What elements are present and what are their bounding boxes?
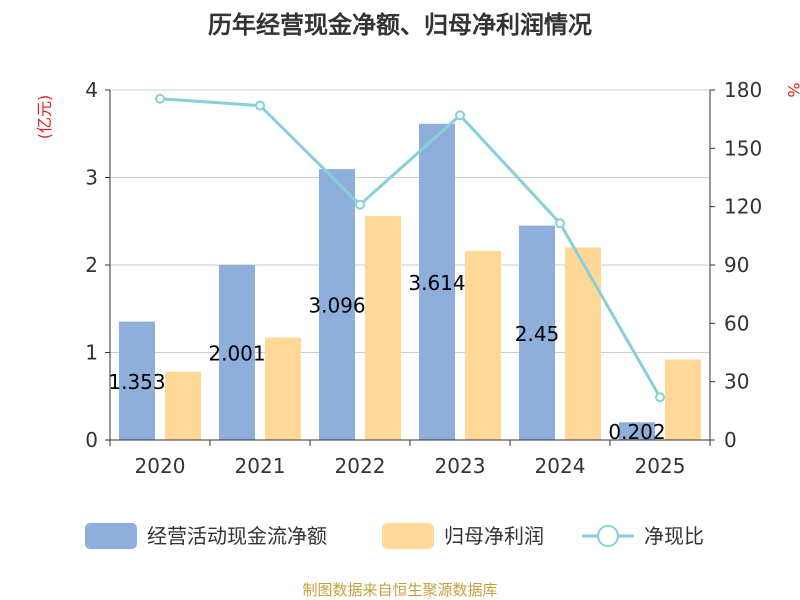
ratio-line — [155, 93, 665, 403]
bar-net-profit — [165, 371, 201, 440]
x-tick-label: 2023 — [435, 454, 486, 478]
bar-cash-flow — [319, 169, 355, 440]
legend-swatch-cash-flow — [85, 523, 137, 549]
legend-marker-ratio — [597, 525, 619, 547]
y-left-tick-label: 4 — [85, 78, 98, 102]
ratio-point — [455, 110, 465, 121]
x-tick-label: 2024 — [535, 454, 586, 478]
bar-value-label: 2.001 — [208, 341, 265, 365]
y-right-tick-label: 150 — [724, 136, 762, 160]
y-left-tick-label: 2 — [85, 253, 98, 277]
x-tick-label: 2020 — [135, 454, 186, 478]
legend-label-cash-flow: 经营活动现金流净额 — [147, 524, 327, 548]
ratio-point — [555, 218, 565, 229]
ratio-point — [655, 392, 665, 403]
y-left-tick-label: 3 — [85, 166, 98, 190]
bar-net-profit — [265, 337, 301, 440]
bar-cash-flow — [519, 225, 555, 440]
ratio-line-path — [159, 97, 662, 398]
y-left-tick-label: 0 — [85, 428, 98, 452]
bar-cash-flow — [219, 264, 255, 440]
y-right-tick-label: 60 — [724, 311, 749, 335]
bar-cash-flow — [419, 123, 455, 441]
y-right-tick-label: 90 — [724, 253, 749, 277]
y-axis-right-label: % — [784, 82, 800, 97]
y-axis-left-label: (亿元) — [35, 95, 54, 140]
legend: 经营活动现金流净额 归母净利润 净现比 — [85, 523, 704, 549]
bar-net-profit — [465, 251, 501, 440]
bar-value-label: 3.614 — [408, 271, 465, 295]
source-note: 制图数据来自恒生聚源数据库 — [302, 581, 497, 599]
bars — [119, 123, 701, 441]
bar-cash-flow — [619, 422, 655, 440]
y-right-tick-label: 30 — [724, 370, 749, 394]
bar-cash-flow — [119, 321, 155, 440]
bar-net-profit — [365, 216, 401, 440]
x-tick-label: 2021 — [235, 454, 286, 478]
bar-value-label: 1.353 — [108, 370, 165, 394]
bar-net-profit — [565, 247, 601, 440]
y-left-tick-label: 1 — [85, 341, 98, 365]
bar-value-label: 3.096 — [308, 294, 365, 318]
bar-net-profit — [665, 359, 701, 440]
y-right-tick-label: 120 — [724, 195, 762, 219]
axes: 0 1 2 3 4 0 30 60 90 120 150 180 2020 2021 2022 2023 202… — [85, 78, 762, 478]
grid-lines — [110, 89, 710, 353]
bar-value-label: 2.45 — [515, 322, 560, 346]
x-tick-label: 2022 — [335, 454, 386, 478]
ratio-point — [355, 199, 365, 210]
x-tick-label: 2025 — [635, 454, 686, 478]
data-labels: 1.353 2.001 3.096 3.614 2.45 0.202 — [108, 271, 665, 444]
ratio-point — [155, 93, 165, 104]
legend-label-ratio: 净现比 — [644, 524, 704, 548]
legend-swatch-net-profit — [382, 523, 434, 549]
bar-value-label: 0.202 — [608, 420, 665, 444]
ratio-point — [255, 100, 265, 111]
y-right-tick-label: 0 — [724, 428, 737, 452]
y-right-tick-label: 180 — [724, 78, 762, 102]
legend-label-net-profit: 归母净利润 — [444, 524, 544, 548]
chart-title: 历年经营现金净额、归母净利润情况 — [208, 11, 592, 39]
